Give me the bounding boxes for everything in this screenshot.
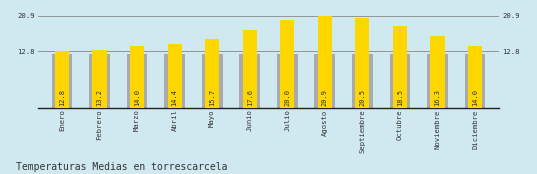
Text: 17.6: 17.6 (246, 89, 253, 106)
Bar (89, 54, 110, 108)
Bar (427, 54, 448, 108)
Text: 18.5: 18.5 (397, 89, 403, 106)
Text: 15.7: 15.7 (209, 89, 215, 106)
Text: 12.8: 12.8 (59, 89, 65, 106)
Bar (389, 54, 410, 108)
Text: 20.0: 20.0 (284, 89, 291, 106)
Text: 20.5: 20.5 (359, 89, 365, 106)
Bar (318, 16, 332, 108)
Bar (355, 18, 369, 108)
Bar (280, 20, 294, 108)
Bar (240, 54, 260, 108)
Bar (465, 54, 485, 108)
Bar (393, 26, 407, 108)
Bar (92, 50, 107, 108)
Bar (168, 44, 182, 108)
Bar (243, 30, 257, 108)
Text: 14.0: 14.0 (472, 89, 478, 106)
Bar (468, 46, 482, 108)
Text: 16.3: 16.3 (434, 89, 440, 106)
Text: 20.9: 20.9 (322, 89, 328, 106)
Bar (205, 39, 219, 108)
Bar (352, 54, 373, 108)
Bar (52, 54, 72, 108)
Bar (430, 36, 445, 108)
Bar (315, 54, 335, 108)
Text: Temperaturas Medias en torrescarcela: Temperaturas Medias en torrescarcela (16, 162, 228, 172)
Bar (277, 54, 297, 108)
Bar (164, 54, 185, 108)
Bar (202, 54, 222, 108)
Text: 14.4: 14.4 (172, 89, 178, 106)
Bar (55, 52, 69, 108)
Bar (130, 46, 144, 108)
Text: 13.2: 13.2 (97, 89, 103, 106)
Text: 14.0: 14.0 (134, 89, 140, 106)
Bar (127, 54, 148, 108)
